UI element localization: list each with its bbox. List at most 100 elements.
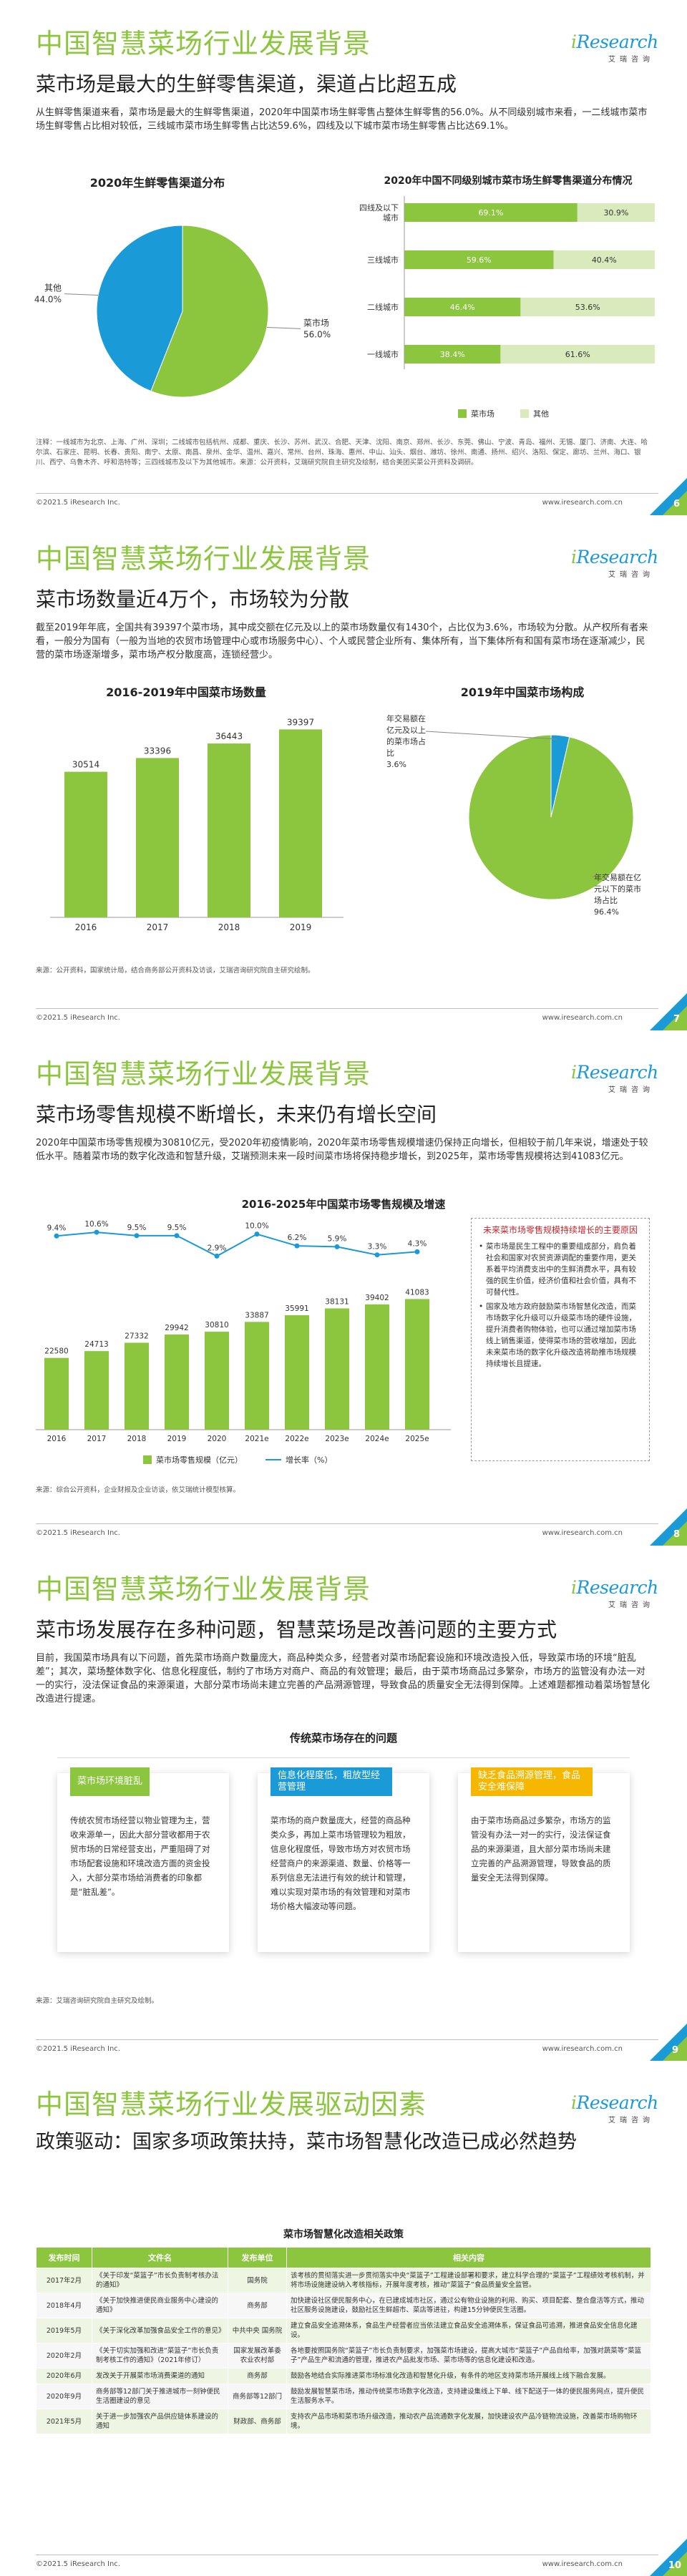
data-label: 41083: [405, 1288, 429, 1297]
growth-point: [334, 1244, 340, 1249]
bar-segment: [500, 345, 655, 364]
data-label: 35991: [285, 1304, 308, 1313]
pie-slice: [150, 225, 269, 398]
data-label: 46.4%: [450, 303, 475, 312]
page-number: 10: [668, 2560, 681, 2571]
data-label: 39402: [365, 1294, 389, 1302]
tick-label: 2019: [167, 1435, 187, 1443]
slice-label: 场占比: [594, 895, 618, 905]
page-corner-icon: [650, 1508, 687, 1546]
growth-point: [94, 1229, 99, 1235]
policy-table: 发布时间 文件名 发布单位 相关内容 2017年2月 《关于印发“菜篮子”市长负责…: [36, 2247, 651, 2434]
pie-chart-title: 2020年生鲜零售渠道分布: [89, 176, 225, 190]
slice-label: 年交易额在亿: [594, 872, 641, 882]
bar-segment: [404, 250, 554, 269]
bar: [136, 758, 179, 917]
table-row: 2020年9月 商务部等12部门关于推进城市一刻钟便民生活圈建设的意见 商务部等12…: [36, 2384, 651, 2409]
table-row: 2018年4月 《关于加快推进便民商业服务中心建设的通知》 商务部 加快建设社区便民服…: [36, 2293, 651, 2318]
data-label: 38.4%: [440, 350, 465, 359]
bar-segment: [404, 345, 501, 364]
growth-label: 9.4%: [47, 1224, 67, 1232]
policy-table-title: 菜市场智慧化改造相关政策: [283, 2229, 404, 2240]
page-number: 6: [673, 499, 680, 509]
growth-reason-item: 国家及地方政府鼓励菜市场智慧化改造，而菜市场数字化升级可以升级菜市场的硬件设施，…: [479, 1301, 642, 1370]
slide-title: 中国智慧菜场行业发展背景: [36, 28, 371, 59]
slice-label: 菜市场: [303, 317, 329, 328]
growth-point: [294, 1243, 300, 1249]
website: www.iresearch.com.cn: [542, 2560, 623, 2568]
iresearch-logo: iResearch 艾瑞咨询: [571, 2092, 658, 2124]
bar-segment: [404, 298, 521, 316]
slide-7: 中国智慧菜场行业发展背景 菜市场数量近4万个，市场较为分散 iResearch …: [0, 515, 687, 1030]
bar: [165, 1334, 189, 1430]
website: www.iresearch.com.cn: [542, 2045, 623, 2053]
leader-line: [266, 326, 301, 329]
pie-chart-title: 2019年中国菜市场构成: [460, 686, 585, 699]
data-label: 24713: [84, 1340, 108, 1349]
bar: [285, 1315, 309, 1430]
copyright: ©2021.5 iResearch Inc.: [36, 2560, 120, 2568]
page-corner-icon: [650, 478, 687, 515]
slide-title: 中国智慧菜场行业发展背景: [36, 1574, 371, 1605]
slice-label: 年交易额在: [386, 713, 426, 723]
page-corner-icon: [650, 2024, 687, 2061]
category-label: 一线城市: [367, 349, 399, 359]
legend-swatch-market: [458, 409, 467, 418]
tick-label: 2018: [127, 1435, 147, 1443]
leader-line: [425, 731, 557, 740]
problem-card-title: 缺乏食品溯源管理，食品安全难保障: [471, 1767, 593, 1796]
page-number: 8: [673, 1529, 680, 1540]
growth-label: 5.9%: [328, 1234, 347, 1243]
slide-title: 中国智慧菜场行业发展驱动因素: [36, 2089, 427, 2120]
pie-slice: [96, 225, 183, 392]
slide-subtitle: 菜市场零售规模不断增长，未来仍有增长空间: [36, 1103, 437, 1126]
copyright: ©2021.5 iResearch Inc.: [36, 499, 120, 507]
data-label: 59.6%: [467, 255, 492, 265]
bar: [44, 1357, 69, 1430]
tick-label: 2017: [147, 922, 169, 932]
tick-label: 2025e: [405, 1435, 429, 1443]
iresearch-logo: iResearch 艾瑞咨询: [571, 1577, 658, 1609]
problem-card-body: 传统农贸市场经营以物业管理为主，营收来源单一，因此大部分营收都用于农贸市场的日常…: [70, 1815, 210, 1897]
tick-label: 2021e: [245, 1435, 268, 1443]
growth-label: 3.3%: [368, 1243, 387, 1252]
data-label: 33887: [245, 1311, 268, 1319]
intro-paragraph: 目前，我国菜市场具有以下问题，首先菜市场商户数量庞大，商品种类众多，经营者对菜市…: [36, 1653, 651, 1704]
header-issuer: 发布单位: [228, 2247, 287, 2268]
city-tier-stacked-bar-chart: 四线及以下城市 69.1% 30.9% 三线城市 59.6% 40.4% 二线城市 46.4%…: [359, 196, 655, 369]
table-row: 2017年2月 《关于印发“菜篮子”市长负责制考核办法的通知》 国务院 该考核的贯彻落…: [36, 2268, 651, 2293]
growth-label: 6.2%: [288, 1234, 307, 1242]
source-note: 来源：公开资料，国家统计局，结合商务部公开资料及访谈，艾瑞咨询研究院自主研究绘制…: [36, 967, 315, 975]
bar: [245, 1322, 269, 1430]
slice-label: 元以下的菜市: [594, 884, 641, 894]
header-content: 相关内容: [286, 2247, 651, 2268]
iresearch-logo: iResearch 艾瑞咨询: [571, 31, 658, 64]
source-note: 注释：一线城市为北京、上海、广州、深圳；二线城市包括杭州、成都、重庆、长沙、苏州…: [36, 439, 648, 467]
data-label: 33396: [144, 746, 171, 756]
bar: [84, 1351, 109, 1430]
slide-6: 中国智慧菜场行业发展背景 菜市场是最大的生鲜零售渠道，渠道占比超五成 iRese…: [0, 0, 687, 515]
bar: [208, 743, 250, 917]
combo-legend: 菜市场零售规模（亿元） 增长率（%）: [143, 1454, 332, 1465]
data-label: 30514: [72, 760, 99, 770]
slide-subtitle: 菜市场是最大的生鲜零售渠道，渠道占比超五成: [36, 72, 457, 96]
data-label: 53.6%: [575, 303, 600, 312]
bar: [64, 771, 107, 917]
data-label: 29942: [165, 1324, 188, 1332]
growth-label: 10.0%: [245, 1222, 268, 1231]
growth-point: [54, 1233, 59, 1239]
legend-swatch-other: [520, 409, 529, 418]
problem-card-informatization: 信息化程度低，粗放型经营管理 菜市场的商户数量庞大，经营的商品种类众多，再加上菜…: [258, 1767, 429, 1952]
bar-segment: [520, 298, 655, 316]
bar: [279, 729, 322, 917]
data-label: 30810: [205, 1321, 228, 1330]
data-label: 38131: [325, 1298, 349, 1307]
source-note: 来源：综合公开资料，企业财报及企业访谈，依艾瑞统计模型核算。: [36, 1486, 240, 1494]
slice-value: 3.6%: [386, 760, 406, 769]
slide-subtitle: 菜市场发展存在多种问题，智慧菜场是改善问题的主要方式: [36, 1618, 557, 1641]
source-note: 来源：艾瑞咨询研究院自主研究及绘制。: [36, 1997, 159, 2005]
legend-swatch-scale: [143, 1455, 152, 1464]
table-row: 2020年2月 《关于切实加强和改进“菜篮子”市长负责制考核工作的通知》（2021…: [36, 2343, 651, 2368]
tick-label: 2018: [218, 922, 240, 932]
